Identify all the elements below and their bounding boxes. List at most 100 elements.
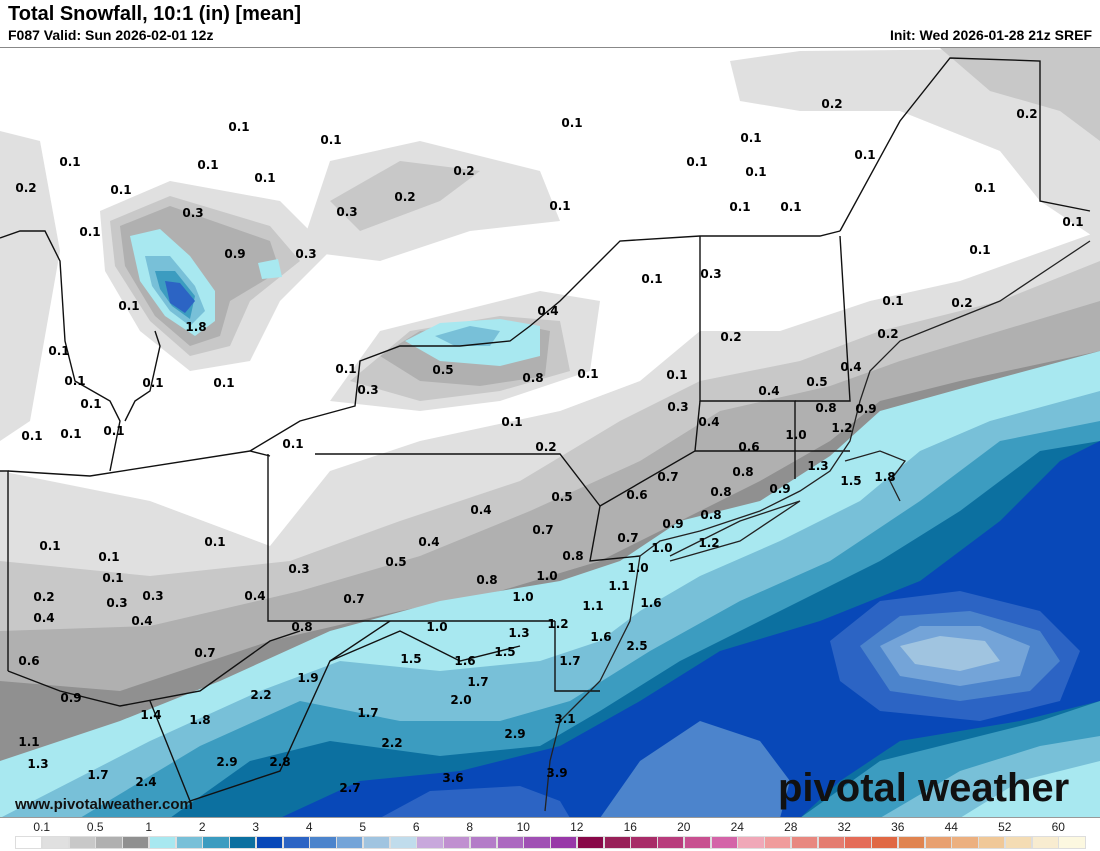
snowfall-value-label: 2.8 [269, 755, 290, 769]
snowfall-value-label: 0.8 [732, 465, 753, 479]
snowfall-value-label: 3.1 [554, 712, 575, 726]
snowfall-value-label: 0.8 [815, 401, 836, 415]
snowfall-value-label: 0.1 [561, 116, 582, 130]
snowfall-value-label: 0.2 [453, 164, 474, 178]
colorbar-label: 36 [891, 820, 905, 834]
colorbar-label: 8 [466, 820, 474, 834]
snowfall-value-label: 0.1 [79, 225, 100, 239]
snowfall-value-label: 1.3 [508, 626, 529, 640]
snowfall-shading [0, 48, 1100, 818]
snowfall-value-label: 1.6 [640, 596, 661, 610]
snowfall-value-label: 2.5 [626, 639, 647, 653]
colorbar-label: 5 [359, 820, 367, 834]
snowfall-value-label: 1.0 [651, 541, 672, 555]
colorbar-swatch [790, 836, 818, 849]
snowfall-value-label: 0.3 [357, 383, 378, 397]
snowfall-value-label: 0.1 [110, 183, 131, 197]
colorbar: 0.1 0.5 1 2 3 4 5 6 8 10 12 16 20 24 28 32 36 44 52 60 [0, 817, 1100, 851]
snowfall-value-label: 0.5 [432, 363, 453, 377]
colorbar-label: 60 [1051, 820, 1065, 834]
colorbar-swatch [336, 836, 364, 849]
snowfall-value-label: 0.6 [738, 440, 759, 454]
colorbar-swatch [710, 836, 738, 849]
snowfall-value-label: 0.3 [667, 400, 688, 414]
snowfall-value-label: 0.6 [626, 488, 647, 502]
snowfall-value-label: 0.4 [470, 503, 491, 517]
snowfall-value-label: 0.5 [806, 375, 827, 389]
snowfall-value-label: 0.1 [974, 181, 995, 195]
snowfall-value-label: 1.0 [426, 620, 447, 634]
snowfall-value-label: 0.1 [282, 437, 303, 451]
snowfall-value-label: 0.1 [745, 165, 766, 179]
snowfall-value-label: 0.3 [182, 206, 203, 220]
snowfall-value-label: 0.1 [118, 299, 139, 313]
snowfall-value-label: 0.4 [244, 589, 265, 603]
colorbar-label: 10 [516, 820, 530, 834]
snowfall-value-label: 0.1 [102, 571, 123, 585]
snowfall-value-label: 0.2 [877, 327, 898, 341]
colorbar-label: 12 [570, 820, 584, 834]
snowfall-value-label: 1.0 [785, 428, 806, 442]
snowfall-value-label: 0.2 [951, 296, 972, 310]
snowfall-value-label: 0.5 [551, 490, 572, 504]
colorbar-label: 24 [730, 820, 744, 834]
snowfall-value-label: 0.1 [80, 397, 101, 411]
snowfall-value-label: 0.8 [710, 485, 731, 499]
snowfall-value-label: 1.2 [547, 617, 568, 631]
colorbar-swatch [603, 836, 631, 849]
snowfall-value-label: 0.8 [476, 573, 497, 587]
snowfall-value-label: 0.1 [213, 376, 234, 390]
snowfall-value-label: 1.5 [494, 645, 515, 659]
colorbar-swatch [657, 836, 685, 849]
snowfall-value-label: 0.2 [535, 440, 556, 454]
pivotal-weather-logo: pivotal weather [778, 766, 1070, 810]
colorbar-swatch [255, 836, 283, 849]
snowfall-value-label: 0.4 [698, 415, 719, 429]
snowfall-value-label: 0.4 [840, 360, 861, 374]
colorbar-swatch [924, 836, 952, 849]
colorbar-swatch [389, 836, 417, 849]
colorbar-label: 3 [252, 820, 260, 834]
snowfall-value-label: 0.1 [204, 535, 225, 549]
snowfall-value-label: 0.8 [522, 371, 543, 385]
colorbar-swatch [202, 836, 230, 849]
colorbar-label: 16 [623, 820, 637, 834]
colorbar-swatch [443, 836, 471, 849]
snowfall-value-label: 0.9 [60, 691, 81, 705]
snowfall-value-label: 1.3 [27, 757, 48, 771]
colorbar-swatch [844, 836, 872, 849]
snowfall-value-label: 0.8 [700, 508, 721, 522]
snowfall-value-label: 0.1 [98, 550, 119, 564]
snowfall-value-label: 0.9 [662, 517, 683, 531]
snowfall-value-label: 1.7 [87, 768, 108, 782]
colorbar-swatch [41, 836, 69, 849]
snowfall-value-label: 0.3 [288, 562, 309, 576]
colorbar-swatch [871, 836, 899, 849]
colorbar-swatch [362, 836, 390, 849]
snowfall-value-label: 1.5 [400, 652, 421, 666]
snowfall-value-label: 0.7 [194, 646, 215, 660]
snowfall-value-label: 0.7 [617, 531, 638, 545]
colorbar-label: 44 [944, 820, 958, 834]
snowfall-value-label: 0.1 [228, 120, 249, 134]
snowfall-value-label: 0.8 [562, 549, 583, 563]
snowfall-value-label: 1.6 [590, 630, 611, 644]
colorbar-swatch [15, 836, 43, 849]
snowfall-value-label: 2.4 [135, 775, 156, 789]
snowfall-value-label: 1.0 [536, 569, 557, 583]
snowfall-value-label: 0.2 [821, 97, 842, 111]
snowfall-value-label: 1.3 [807, 459, 828, 473]
snowfall-value-label: 0.2 [1016, 107, 1037, 121]
colorbar-swatch [817, 836, 845, 849]
snowfall-value-label: 2.9 [504, 727, 525, 741]
colorbar-swatch [630, 836, 658, 849]
website-watermark: www.pivotalweather.com [15, 796, 193, 813]
snowfall-value-label: 2.2 [381, 736, 402, 750]
colorbar-swatch [897, 836, 925, 849]
snowfall-value-label: 1.5 [840, 474, 861, 488]
snowfall-map: 0.1 0.1 0.1 0.2 0.2 0.1 0.1 0.1 0.2 0.1 0.1 0.1 0.1 0… [0, 47, 1100, 818]
snowfall-value-label: 0.4 [758, 384, 779, 398]
colorbar-label: 1 [145, 820, 153, 834]
colorbar-label: 4 [305, 820, 313, 834]
snowfall-value-label: 0.4 [418, 535, 439, 549]
